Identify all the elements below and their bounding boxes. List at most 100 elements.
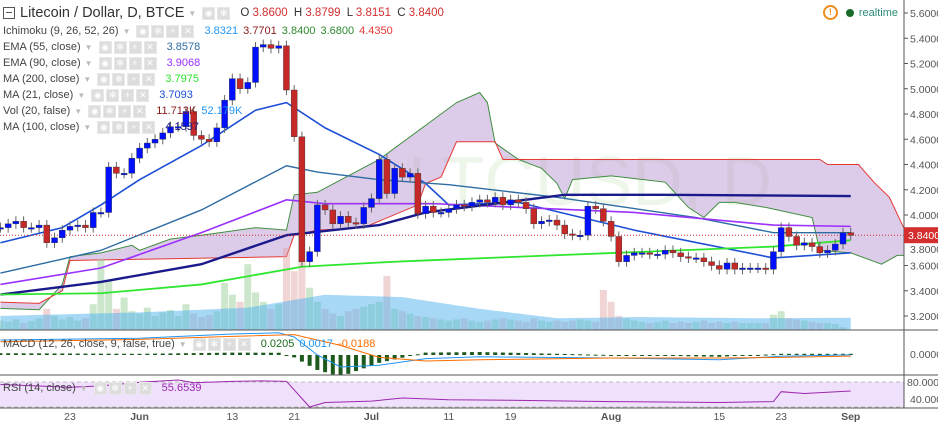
chevron-down-icon[interactable]: ▼ [188, 8, 197, 18]
candle [553, 219, 561, 226]
chevron-down-icon[interactable]: ▼ [84, 42, 93, 52]
macd-histogram-bar [276, 352, 281, 355]
macd-histogram-bar [647, 355, 652, 356]
macd-histogram-bar [60, 353, 65, 355]
indicator-name[interactable]: EMA (90, close) [3, 57, 81, 69]
gear-icon[interactable]: ✻ [151, 24, 165, 38]
gear-icon[interactable]: ✻ [113, 40, 127, 54]
gear-icon[interactable]: ✻ [103, 104, 117, 118]
candle [770, 251, 777, 270]
candle [290, 89, 298, 137]
eye-icon[interactable]: ◉ [91, 88, 105, 102]
candle [4, 223, 12, 228]
symbol-title[interactable]: Litecoin / Dollar, D, BTCE [20, 5, 185, 21]
chevron-down-icon[interactable]: ▼ [83, 74, 92, 84]
close-icon[interactable]: ✕ [138, 381, 152, 395]
macd-histogram-bar [230, 352, 235, 355]
candle [739, 267, 746, 270]
candle [654, 253, 661, 256]
chevron-down-icon[interactable]: ▼ [122, 26, 131, 36]
macd-histogram-bar [52, 353, 57, 355]
realtime-status[interactable]: ! realtime [822, 5, 898, 20]
chevron-down-icon[interactable]: ▼ [74, 106, 83, 116]
volume-bar [97, 259, 105, 330]
close-icon[interactable]: ✕ [142, 120, 156, 134]
close-icon[interactable]: ✕ [143, 40, 157, 54]
gear-icon[interactable]: ✻ [112, 120, 126, 134]
eye-icon[interactable]: ◉ [202, 6, 216, 20]
eye-icon[interactable]: ◉ [97, 72, 111, 86]
chevron-down-icon[interactable]: ▼ [77, 90, 86, 100]
indicator-actions: ◉ ✻ + ✕ [98, 40, 159, 54]
gear-icon[interactable]: ✻ [112, 72, 126, 86]
indicator-actions: ◉ ✻ + ✕ [192, 337, 253, 351]
candle [175, 126, 182, 129]
axis-tick-label: 5.6000 [910, 8, 938, 20]
indicator-name[interactable]: MA (21, close) [3, 89, 74, 101]
eye-icon[interactable]: ◉ [192, 337, 206, 351]
last-price-tag [904, 227, 938, 244]
eye-icon[interactable]: ◉ [93, 381, 107, 395]
collapse-icon[interactable] [3, 7, 15, 19]
chevron-down-icon[interactable]: ▼ [84, 58, 93, 68]
plus-icon[interactable]: + [127, 72, 141, 86]
plus-icon[interactable]: + [222, 337, 236, 351]
gear-icon[interactable]: ✻ [113, 56, 127, 70]
close-icon[interactable]: ✕ [237, 337, 251, 351]
indicator-name[interactable]: MACD (12, 26, close, 9, false, true) [3, 338, 175, 350]
candle [468, 202, 476, 207]
eye-icon[interactable]: ◉ [97, 120, 111, 134]
indicator-name[interactable]: Vol (20, false) [3, 105, 71, 117]
plus-icon[interactable]: + [121, 88, 135, 102]
candle [144, 142, 151, 149]
plus-icon[interactable]: + [118, 104, 132, 118]
close-icon[interactable]: ✕ [181, 24, 195, 38]
plus-icon[interactable]: + [123, 381, 137, 395]
indicator-value: 3.8400 [281, 25, 316, 37]
gear-icon[interactable]: ✻ [108, 381, 122, 395]
indicator-name[interactable]: MA (200, close) [3, 73, 80, 85]
candle [66, 226, 74, 231]
indicator-name[interactable]: Ichimoku (9, 26, 52, 26) [3, 25, 119, 37]
chevron-down-icon[interactable]: ▼ [178, 339, 187, 349]
plus-icon[interactable]: + [127, 120, 141, 134]
macd-histogram-bar [670, 355, 675, 357]
candle [321, 204, 329, 211]
eye-icon[interactable]: ◉ [136, 24, 150, 38]
chevron-down-icon[interactable]: ▼ [83, 122, 92, 132]
macd-histogram-bar [732, 355, 737, 357]
candle [592, 205, 599, 209]
ohlc-value: 3.8400 [408, 7, 444, 19]
close-icon[interactable]: ✕ [136, 88, 150, 102]
candle [445, 208, 452, 213]
gear-icon[interactable]: ✻ [207, 337, 221, 351]
gear-icon[interactable]: ✻ [217, 6, 231, 20]
candle [808, 242, 816, 247]
close-icon[interactable]: ✕ [142, 72, 156, 86]
warning-icon[interactable]: ! [822, 5, 838, 20]
close-icon[interactable]: ✕ [143, 56, 157, 70]
macd-histogram-bar [346, 355, 351, 374]
candle [35, 224, 43, 228]
ohlc-label: H [293, 7, 306, 19]
eye-icon[interactable]: ◉ [98, 40, 112, 54]
candle [260, 44, 267, 48]
macd-histogram-bar [129, 353, 134, 355]
eye-icon[interactable]: ◉ [88, 104, 102, 118]
indicator-value: 3.7701 [243, 25, 277, 37]
eye-icon[interactable]: ◉ [98, 56, 112, 70]
candle [716, 265, 723, 270]
indicator-name[interactable]: RSI (14, close) [3, 382, 76, 394]
plus-icon[interactable]: + [128, 56, 142, 70]
indicator-name[interactable]: MA (100, close) [3, 121, 80, 133]
candle [337, 216, 344, 225]
chevron-down-icon[interactable]: ▼ [79, 383, 88, 393]
macd-line [0, 332, 851, 368]
gear-icon[interactable]: ✻ [106, 88, 120, 102]
candle [708, 261, 715, 266]
indicator-name[interactable]: EMA (55, close) [3, 41, 81, 53]
volume-bar [599, 290, 607, 330]
plus-icon[interactable]: + [166, 24, 180, 38]
close-icon[interactable]: ✕ [133, 104, 147, 118]
plus-icon[interactable]: + [128, 40, 142, 54]
